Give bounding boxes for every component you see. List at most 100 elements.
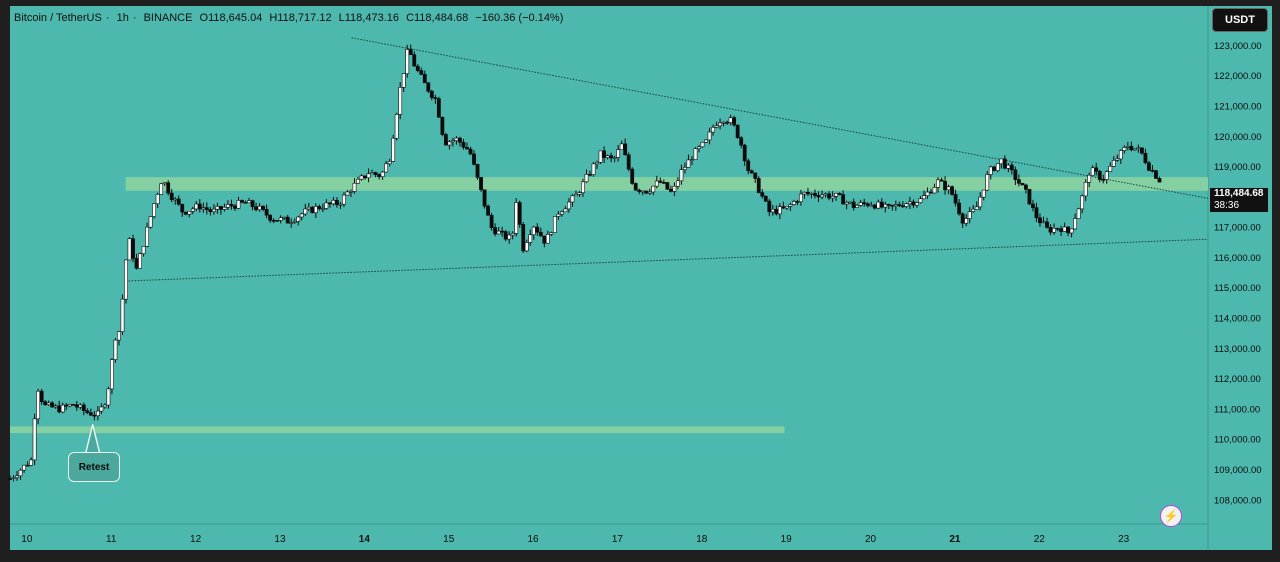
candle-body-286 [1013,169,1018,180]
candle-body-134 [479,177,483,191]
time-tick-label: 14 [359,534,371,545]
candle-body-126 [451,140,455,143]
candle-body-207 [735,124,740,139]
candle-body-8 [36,390,41,420]
candle-body-249 [883,204,888,208]
candle-body-151 [538,231,543,237]
trendline-0[interactable] [351,37,1209,199]
candle-body-7 [32,418,37,461]
candle-body-73 [264,209,269,216]
candle-body-1 [11,477,16,479]
candle-body-66 [240,200,244,203]
candle-body-65 [236,200,241,209]
candle-body-256 [908,201,912,205]
candle-body-326 [1154,170,1158,179]
candle-body-54 [197,203,202,210]
time-tick-label: 11 [106,534,117,545]
candle-body-6 [29,459,33,466]
candle-body-241 [855,205,860,208]
candle-body-13 [53,405,58,408]
time-tick-label: 15 [443,534,455,545]
candle-body-317 [1122,147,1127,151]
candle-body-124 [443,134,448,146]
price-tick-label: 112,000.00 [1214,374,1261,385]
price-tick-label: 114,000.00 [1214,314,1261,325]
candle-body-29 [110,359,114,390]
time-tick-label: 18 [696,534,708,545]
candle-body-10 [43,401,48,406]
candle-body-189 [672,185,677,192]
time-axis[interactable]: 10 11 12 13 14 15 16 17 18 19 20 21 22 23 [21,534,1129,545]
retest-label[interactable]: Retest [68,452,120,482]
candle-body-225 [799,193,803,202]
candle-body-24 [92,414,97,417]
candle-body-153 [545,234,550,244]
candle-body-180 [640,190,645,193]
candle-body-257 [911,201,916,206]
candle-body-145 [517,202,522,225]
candle-body-267 [946,186,951,191]
price-tick-label: 109,000.00 [1214,465,1262,476]
candle-body-112 [401,73,406,88]
candle-body-3 [18,469,23,477]
candle-body-275 [974,206,979,210]
candle-body-34 [127,238,132,261]
candle-body-161 [574,194,578,197]
time-tick-label: 22 [1034,534,1046,545]
candle-body-128 [458,137,462,143]
candle-body-83 [299,213,304,218]
candle-body-268 [950,186,954,195]
interval[interactable]: 1h [116,12,129,24]
candle-body-239 [848,201,853,204]
candle-body-86 [310,206,315,214]
candle-body-244 [865,203,870,206]
candle-body-135 [482,189,487,207]
high-value: H118,717.12 [269,12,332,24]
candle-body-291 [1031,203,1035,208]
candle-body-287 [1016,179,1021,184]
candle-body-97 [349,191,353,193]
candle-body-119 [426,82,431,92]
candle-body-17 [67,404,72,407]
candle-body-310 [1097,171,1102,180]
time-tick-label: 17 [612,534,624,545]
candle-body-64 [233,205,237,209]
candle-body-269 [953,194,958,204]
candle-body-171 [609,155,614,159]
candle-body-137 [489,214,494,228]
candle-body-320 [1132,148,1137,151]
candle-body-31 [117,331,121,341]
candle-body-296 [1048,227,1053,233]
candle-body-198 [704,139,708,143]
candle-body-9 [39,390,44,402]
exchange: BINANCE [143,12,193,24]
candle-body-280 [992,166,997,171]
candle-body-108 [387,161,392,165]
candle-body-30 [113,339,118,360]
candle-body-316 [1118,150,1123,160]
candle-body-284 [1006,164,1011,169]
candle-body-223 [792,201,796,205]
candle-body-129 [461,141,466,148]
candle-body-0 [8,478,12,480]
candle-body-315 [1115,158,1120,161]
candle-body-165 [588,174,592,176]
trendline-1[interactable] [125,238,1209,282]
currency-button[interactable]: USDT [1212,8,1268,32]
trendlines [125,37,1209,282]
candle-body-285 [1009,164,1014,171]
last-price-value: 118,484.68 [1214,188,1264,199]
candle-body-85 [306,206,311,210]
candle-body-231 [820,194,824,198]
lightning-icon[interactable]: ⚡ [1160,505,1182,527]
candle-body-263 [932,187,937,194]
candle-body-181 [644,190,649,194]
symbol-name[interactable]: Bitcoin / TetherUS [14,12,102,24]
candle-body-264 [936,179,940,188]
candle-body-319 [1129,146,1134,151]
candle-body-38 [141,246,146,254]
price-tick-label: 122,000.00 [1214,71,1262,82]
time-tick-label: 21 [949,534,961,545]
candle-body-92 [331,199,336,205]
